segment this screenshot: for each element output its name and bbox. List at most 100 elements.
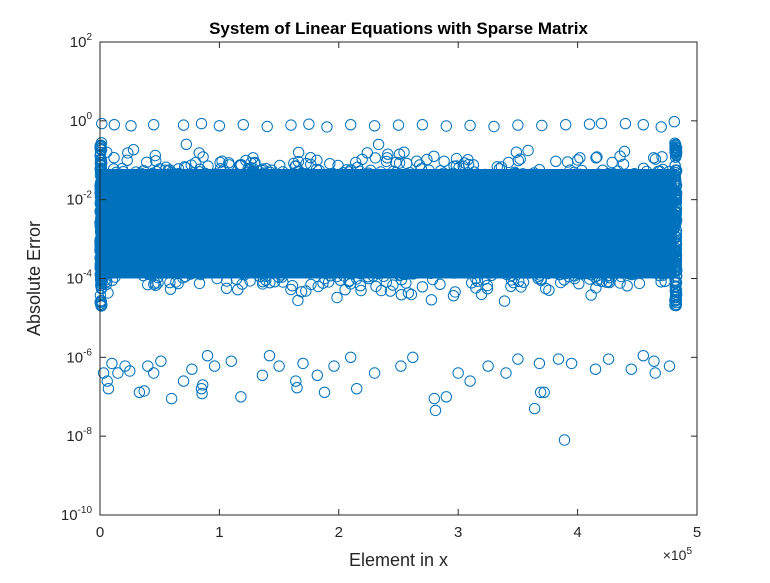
data-point: [387, 216, 399, 228]
data-point: [531, 211, 543, 223]
data-point: [555, 276, 567, 289]
data-point: [451, 191, 463, 203]
data-point: [480, 172, 492, 184]
data-point: [331, 291, 343, 304]
data-point: [259, 168, 271, 181]
data-point: [152, 277, 164, 289]
data-point: [380, 276, 392, 288]
data-point: [455, 175, 468, 188]
data-point: [132, 263, 145, 275]
data-point: [498, 174, 511, 187]
data-point: [415, 264, 427, 276]
data-point: [444, 182, 457, 195]
data-point: [108, 152, 120, 164]
data-point: [540, 282, 552, 295]
data-point: [481, 283, 494, 295]
data-point: [390, 192, 402, 204]
data-point: [652, 183, 665, 196]
data-point: [338, 178, 350, 191]
data-point: [228, 220, 241, 232]
data-point: [281, 179, 294, 191]
data-point: [450, 152, 463, 165]
data-point: [177, 272, 189, 284]
data-point: [343, 266, 355, 278]
data-point: [510, 146, 523, 158]
data-point: [110, 261, 122, 273]
data-point: [230, 209, 242, 221]
data-point: [574, 152, 586, 164]
data-point: [185, 240, 198, 252]
data-point: [147, 202, 159, 214]
data-point: [362, 167, 375, 179]
data-point: [431, 251, 443, 264]
data-point: [501, 205, 514, 218]
data-point: [617, 158, 630, 171]
data-point: [108, 239, 120, 252]
data-point: [156, 184, 168, 196]
data-point: [657, 238, 670, 250]
data-point: [149, 277, 161, 289]
data-point: [145, 178, 158, 190]
data-point: [427, 273, 439, 286]
data-point: [413, 221, 425, 233]
data-point: [408, 232, 420, 244]
data-point: [439, 190, 452, 202]
data-point: [586, 216, 599, 228]
data-point: [589, 228, 601, 240]
data-point: [267, 229, 280, 241]
data-point: [390, 156, 402, 169]
data-point: [422, 205, 435, 217]
data-point: [184, 268, 197, 280]
data-point: [417, 221, 429, 233]
data-point: [169, 171, 182, 183]
data-point: [446, 256, 458, 269]
data-point: [304, 152, 317, 164]
data-point: [259, 238, 271, 251]
data-point: [382, 148, 394, 160]
data-point: [136, 223, 148, 236]
data-point: [606, 156, 618, 169]
data-point: [119, 182, 132, 195]
data-point: [134, 181, 146, 194]
data-point: [457, 252, 469, 264]
data-point: [381, 152, 393, 164]
data-point: [531, 218, 543, 230]
data-point: [140, 174, 152, 186]
data-point: [292, 188, 304, 201]
data-point: [552, 206, 564, 219]
data-point: [526, 195, 539, 207]
data-point: [220, 244, 232, 257]
data-point: [505, 234, 518, 246]
data-point: [121, 154, 133, 167]
data-point: [277, 166, 289, 178]
data-point: [214, 180, 226, 193]
data-point: [525, 197, 538, 209]
data-point: [375, 265, 388, 277]
data-point: [122, 204, 135, 217]
data-point: [172, 235, 184, 247]
data-point: [614, 205, 626, 217]
data-point: [323, 276, 335, 288]
data-point: [428, 245, 440, 257]
data-point: [170, 276, 182, 288]
data-point: [547, 177, 560, 189]
data-point: [573, 226, 585, 238]
data-point: [197, 151, 209, 163]
data-point: [354, 280, 367, 292]
data-point: [603, 276, 616, 289]
data-point: [236, 232, 248, 245]
data-point: [578, 257, 590, 269]
data-point: [312, 196, 324, 208]
data-point: [441, 170, 453, 183]
data-point: [281, 184, 294, 196]
data-point: [199, 167, 211, 180]
data-point: [535, 273, 547, 285]
data-point: [141, 156, 153, 169]
data-point: [640, 182, 652, 195]
data-point: [149, 149, 162, 162]
data-point: [393, 157, 406, 169]
data-point: [247, 152, 259, 164]
data-point: [498, 295, 511, 307]
data-point: [370, 251, 383, 263]
